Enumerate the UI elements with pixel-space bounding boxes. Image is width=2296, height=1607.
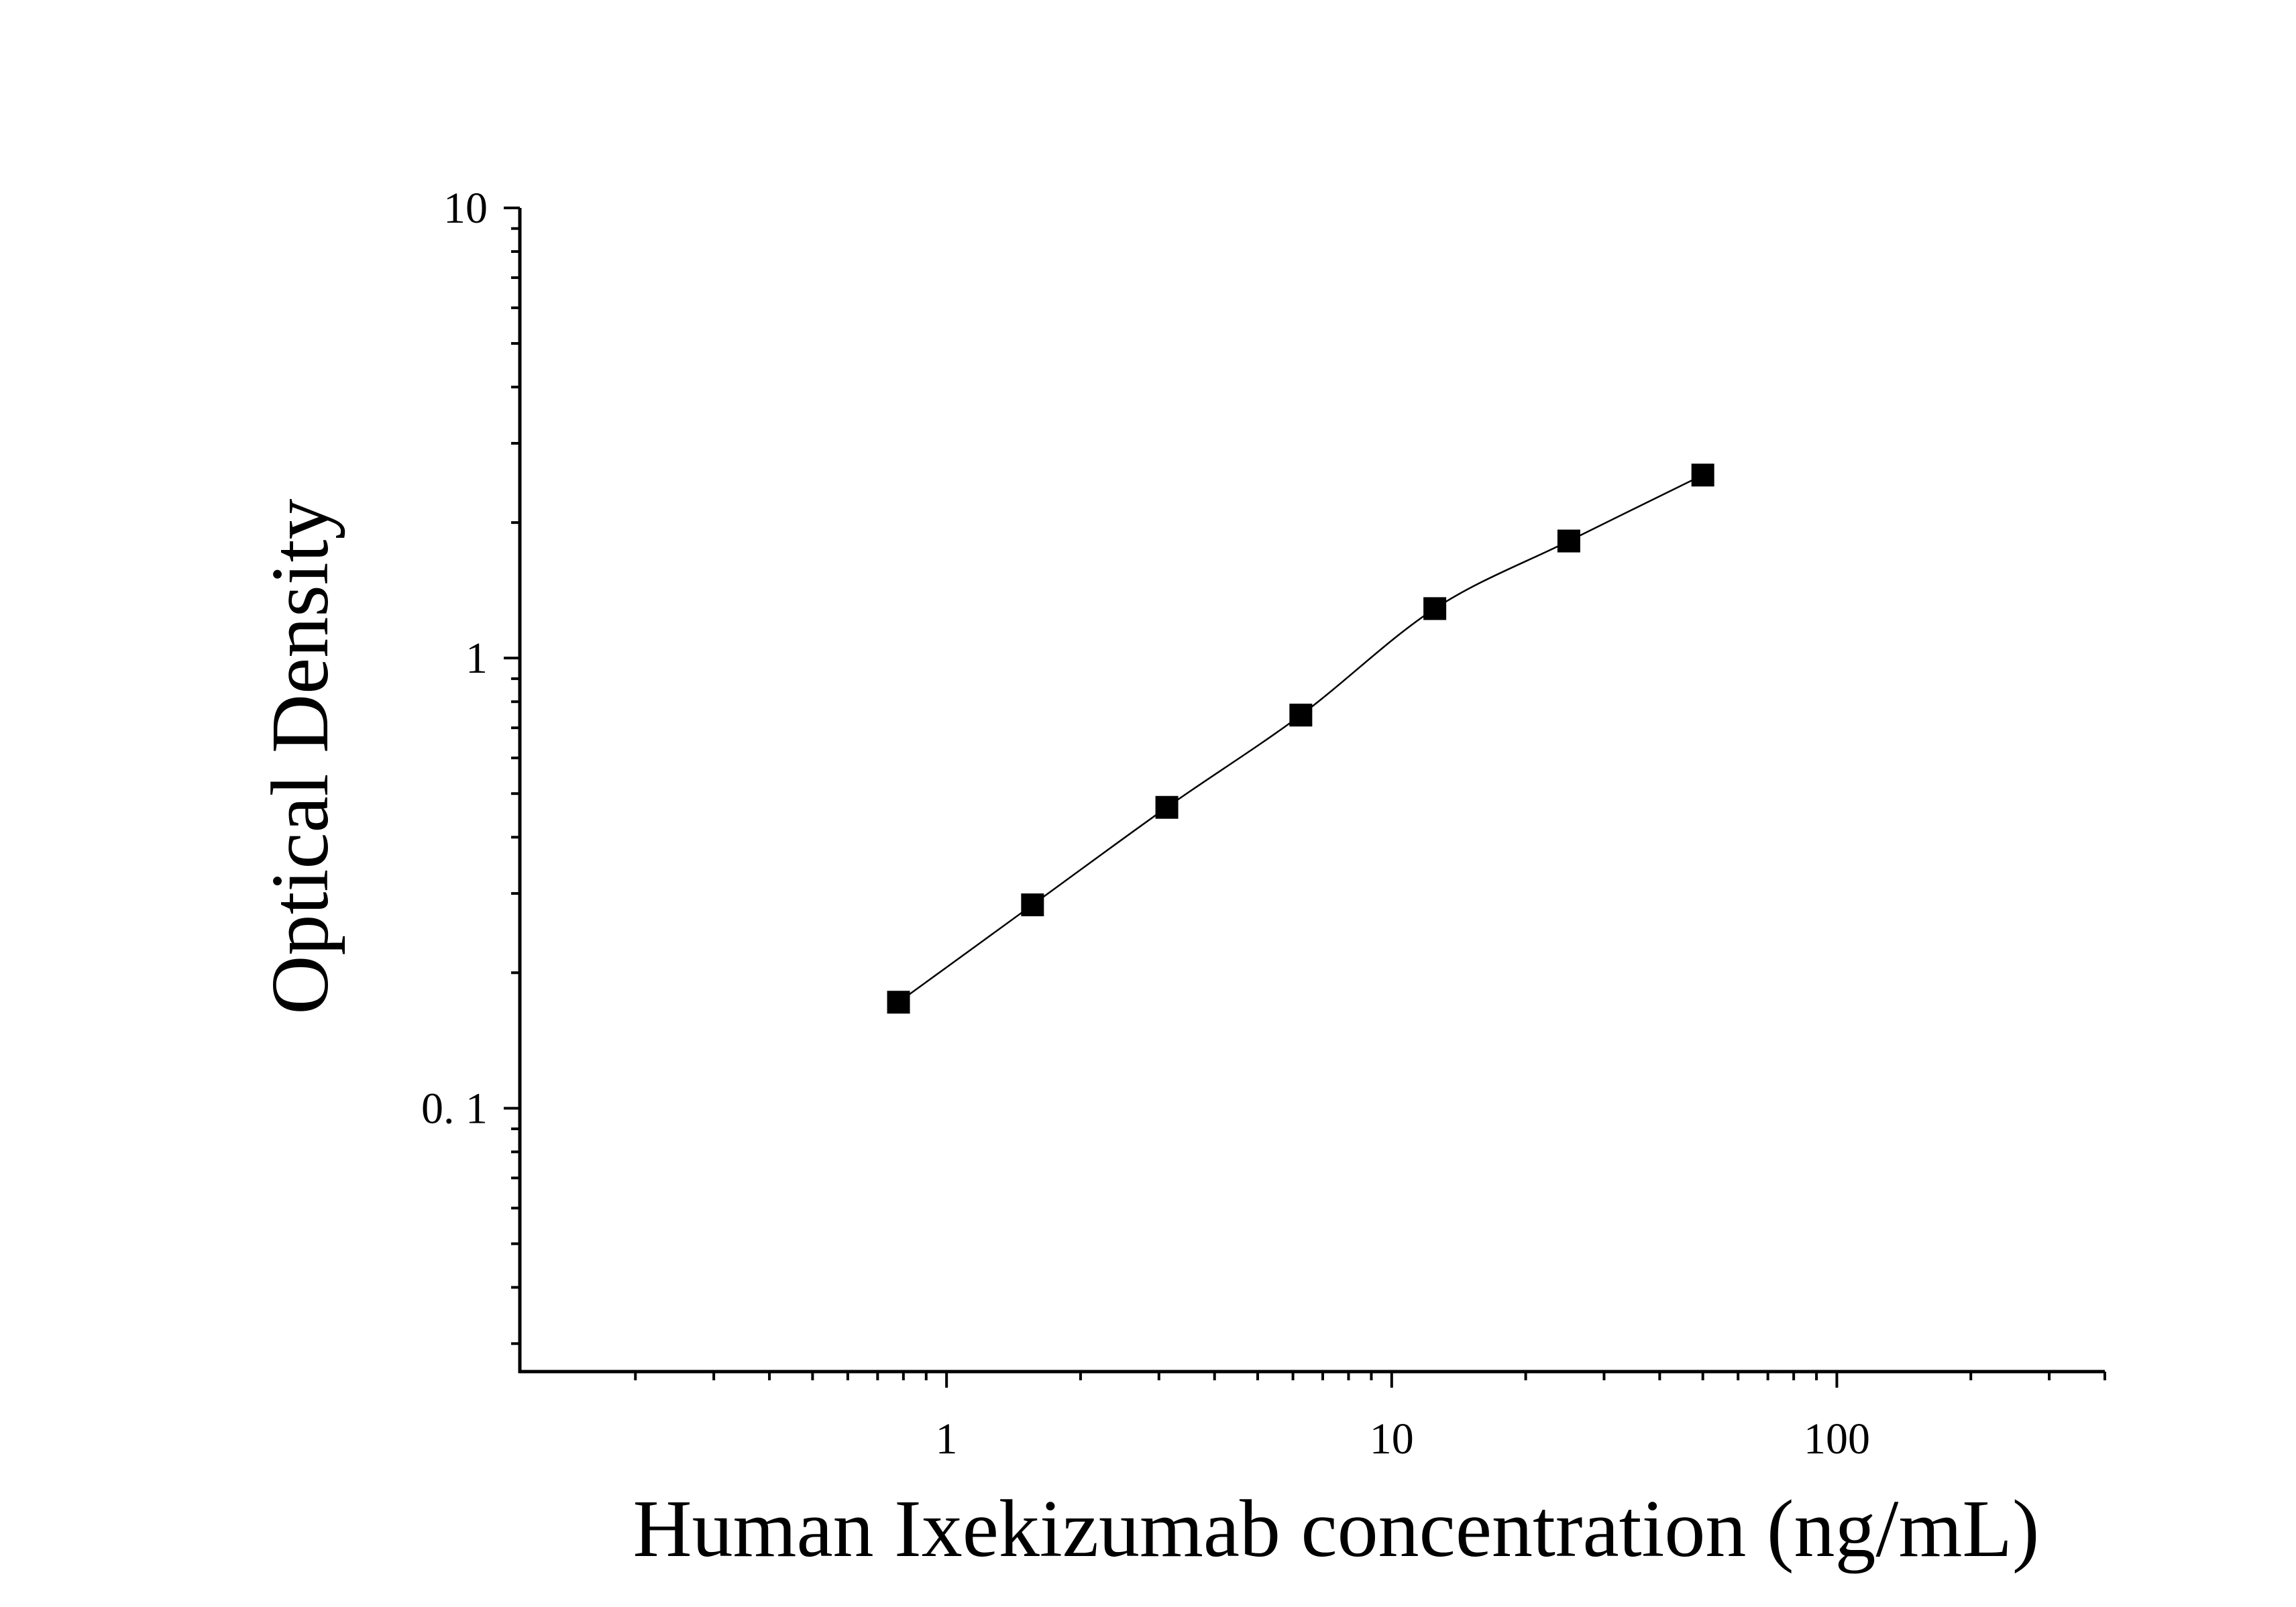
axes <box>518 208 2105 1374</box>
x-tick-label: 100 <box>1804 1415 1870 1463</box>
data-points <box>887 463 1714 1014</box>
data-point <box>1423 597 1447 620</box>
y-tick-label: 1 <box>466 634 488 683</box>
tick-marks <box>504 207 2106 1388</box>
data-point <box>1155 795 1179 819</box>
tick-labels: 0. 1 1 10 1 10 100 <box>421 184 1870 1463</box>
x-tick-label: 1 <box>936 1415 958 1463</box>
data-point <box>887 991 910 1014</box>
data-point <box>1289 704 1313 727</box>
data-point <box>1691 463 1714 487</box>
y-tick-label: 10 <box>443 184 488 233</box>
y-tick-label: 0. 1 <box>421 1084 488 1133</box>
y-axis-title: Optical Density <box>255 498 345 1014</box>
x-tick-label: 10 <box>1370 1415 1414 1463</box>
data-point <box>1021 893 1044 917</box>
data-point <box>1557 529 1580 553</box>
x-axis-title: Human Ixekizumab concentration (ng/mL) <box>633 1484 2040 1574</box>
fit-curve <box>897 474 1704 1003</box>
